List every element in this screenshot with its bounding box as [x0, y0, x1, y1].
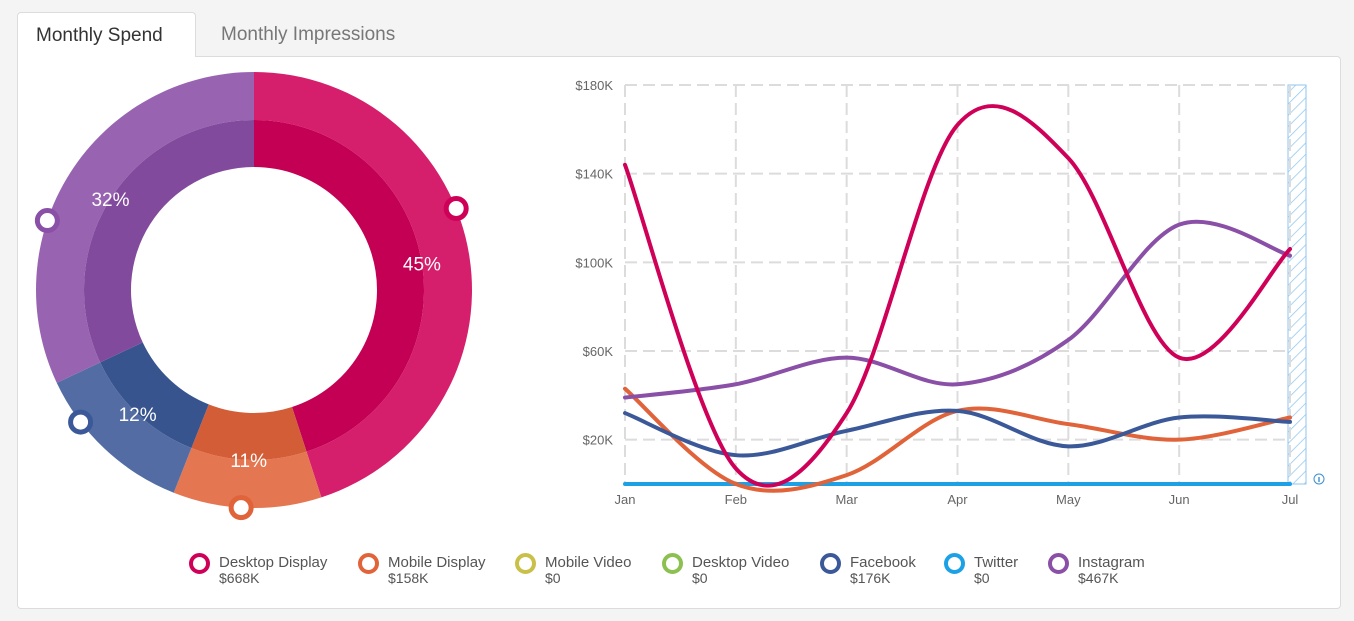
- y-tick-label: $100K: [575, 255, 613, 270]
- forecast-region: [1287, 84, 1307, 485]
- legend-total: $176K: [850, 570, 891, 586]
- x-tick-label: Jan: [615, 492, 636, 507]
- donut-marker-instagram[interactable]: [34, 208, 60, 234]
- legend-name: Desktop Display: [219, 554, 328, 571]
- line-chart: $20K $60K $100K $140K $180K Jan Feb Mar Apr May Ju…: [575, 78, 1325, 507]
- donut-slice-inner-mobile-display[interactable]: [191, 404, 307, 460]
- legend-total: $467K: [1078, 570, 1119, 586]
- mobile-display-marker-icon: [358, 553, 379, 574]
- donut-slice-inner-facebook[interactable]: [100, 342, 209, 449]
- x-tick-label: Feb: [725, 492, 747, 507]
- desktop-display-marker-icon: [189, 553, 210, 574]
- facebook-marker-icon: [820, 553, 841, 574]
- donut-slice-outer-facebook[interactable]: [56, 362, 192, 493]
- x-tick-label: May: [1056, 492, 1081, 507]
- donut-slice-outer-desktop-display[interactable]: [254, 72, 472, 498]
- x-tick-label: Jun: [1169, 492, 1190, 507]
- series-line-instagram[interactable]: [623, 219, 1292, 400]
- donut-chart: 45% 11% 12% 32%: [34, 72, 472, 521]
- legend-name: Facebook: [850, 554, 916, 571]
- x-tick-label: Jul: [1282, 492, 1299, 507]
- y-tick-label: $60K: [583, 344, 614, 359]
- series-line-desktop-display[interactable]: [623, 103, 1292, 488]
- x-tick-label: Apr: [947, 492, 968, 507]
- twitter-marker-icon: [944, 553, 965, 574]
- donut-slice-label: 12%: [119, 405, 157, 426]
- legend-total: $0: [545, 570, 561, 586]
- instagram-marker-icon: [1048, 553, 1069, 574]
- mobile-video-marker-icon: [515, 553, 536, 574]
- donut-slice-label: 11%: [230, 451, 267, 472]
- legend-name: Desktop Video: [692, 554, 790, 571]
- donut-marker-mobile-display[interactable]: [228, 495, 254, 521]
- series-line-facebook[interactable]: [623, 408, 1292, 458]
- legend-total: $668K: [219, 570, 260, 586]
- y-tick-label: $20K: [583, 433, 614, 448]
- donut-marker-facebook[interactable]: [68, 409, 94, 435]
- legend-total: $0: [974, 570, 990, 586]
- legend-name: Instagram: [1078, 554, 1145, 571]
- donut-slice-outer-instagram[interactable]: [36, 72, 254, 383]
- donut-slice-inner-desktop-display[interactable]: [254, 120, 424, 452]
- tab-monthly-impressions[interactable]: Monthly Impressions: [221, 24, 396, 45]
- donut-slice-inner-instagram[interactable]: [83, 120, 254, 363]
- legend-name: Mobile Video: [545, 554, 632, 571]
- desktop-video-marker-icon: [662, 553, 683, 574]
- legend-name: Mobile Display: [388, 554, 486, 571]
- y-tick-label: $140K: [575, 167, 613, 182]
- donut-slice-outer-mobile-display[interactable]: [173, 448, 322, 508]
- donut-slice-label: 32%: [91, 190, 129, 211]
- x-tick-label: Mar: [835, 492, 858, 507]
- tab-monthly-spend[interactable]: Monthly Spend: [17, 12, 196, 57]
- legend-total: $158K: [388, 570, 429, 586]
- legend-name: Twitter: [974, 554, 1019, 571]
- donut-marker-desktop-display[interactable]: [443, 195, 469, 221]
- legend-total: $0: [692, 570, 708, 586]
- y-tick-label: $180K: [575, 78, 613, 93]
- donut-slice-label: 45%: [403, 254, 441, 275]
